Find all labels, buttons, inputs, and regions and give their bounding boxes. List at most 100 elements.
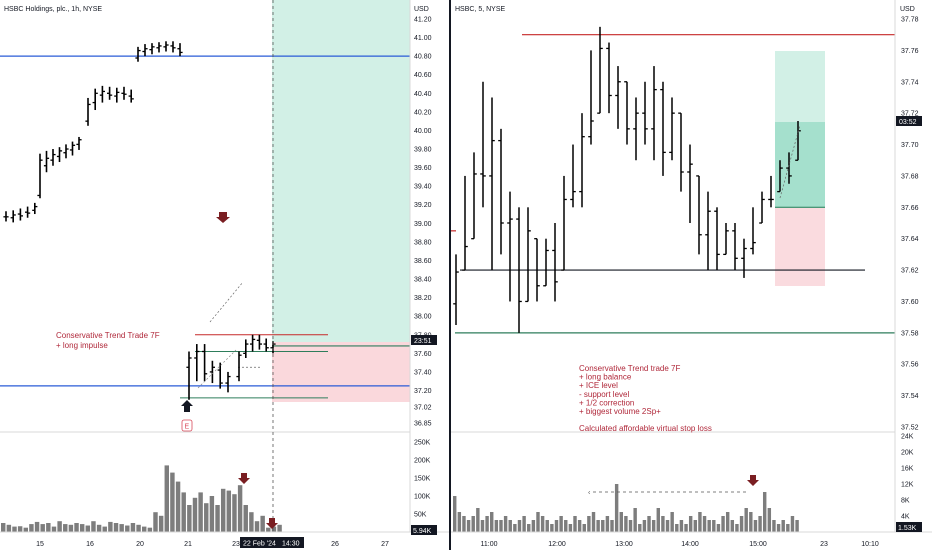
price-bar	[588, 50, 594, 145]
price-bar	[597, 26, 603, 114]
volume-bar	[679, 520, 684, 532]
left-time-axis[interactable]: 15 16 20 21 23 26 27	[36, 541, 389, 548]
volume-bar	[249, 512, 254, 532]
price-bar	[107, 86, 113, 100]
price-bar	[498, 128, 504, 255]
volume-bar	[499, 520, 503, 532]
volume-bar	[147, 527, 153, 532]
volume-bar	[108, 521, 113, 532]
price-bar	[170, 41, 176, 53]
price-bar	[149, 43, 155, 55]
price-bar	[741, 238, 747, 278]
right-price-badge-text: 03:52	[899, 119, 917, 126]
right-price-tick: 37.52	[901, 425, 919, 432]
right-note-line: Calculated affordable virtual stop loss	[579, 424, 712, 433]
price-bar	[489, 97, 495, 271]
right-volume-axis: 24K 20K 16K 12K 8K 4K	[901, 434, 914, 521]
right-price-axis[interactable]: 37.78 37.76 37.74 37.72 37.70 37.68 37.66 37.64…	[901, 17, 919, 432]
right-time-axis[interactable]: 11:00 12:00 13:00 14:00 15:00 23 10:10	[481, 541, 879, 548]
right-chart-panel[interactable]: HSBC, 5, NYSE USD 37.7837.7637.7437.7237…	[451, 0, 932, 548]
volume-bar	[716, 524, 721, 532]
volume-bar	[638, 524, 642, 532]
volume-bar	[795, 520, 799, 532]
volume-bar	[34, 521, 40, 532]
right-note-line: Conservative Trend trade 7F	[579, 364, 680, 373]
volume-bar	[762, 492, 767, 532]
price-bar	[177, 43, 183, 57]
right-currency-label: USD	[900, 6, 915, 13]
price-bar	[543, 238, 549, 287]
earnings-marker[interactable]: E	[181, 419, 193, 432]
volume-bar	[786, 524, 790, 532]
price-bar	[156, 42, 162, 53]
volume-bar	[633, 508, 637, 532]
volume-bar	[781, 520, 785, 532]
price-bar	[135, 46, 141, 62]
price-bar	[534, 238, 540, 302]
black-up-arrow-icon	[181, 400, 193, 412]
price-bar	[516, 207, 522, 333]
right-note-block: Conservative Trend trade 7F+ long balanc…	[579, 364, 712, 433]
left-volume-tick: 250K	[414, 440, 431, 447]
price-bar	[217, 362, 223, 389]
earnings-marker-label: E	[185, 424, 190, 431]
left-volume-bars	[1, 465, 282, 532]
correction-dashed-line	[197, 349, 237, 389]
volume-bar	[744, 508, 748, 532]
price-bar	[660, 81, 666, 176]
left-price-tick: 39.20	[414, 202, 432, 209]
volume-bar	[6, 524, 12, 532]
volume-bar	[675, 524, 679, 532]
right-price-tick: 37.62	[901, 268, 919, 275]
left-time-tick: 15	[36, 541, 44, 548]
right-volume-badge-text: 1.53K	[898, 525, 917, 532]
volume-bar	[647, 516, 651, 532]
volume-bar	[554, 520, 559, 532]
left-stop-zone	[272, 342, 410, 402]
price-bar	[669, 97, 675, 161]
left-chart-panel[interactable]: HSBC Holdings, plc., 1h, NYSE USD 41.20 4…	[0, 0, 450, 550]
volume-bar	[494, 520, 499, 532]
volume-bar	[142, 526, 147, 532]
price-bar	[225, 371, 231, 393]
volume-bar	[702, 516, 707, 532]
price-bar	[3, 211, 9, 222]
volume-bar	[531, 520, 536, 532]
price-bar	[633, 97, 639, 161]
volume-bar	[619, 512, 623, 532]
volume-bar	[517, 520, 522, 532]
volume-bar	[545, 520, 549, 532]
price-bar	[92, 88, 98, 111]
volume-bar	[610, 520, 614, 532]
right-price-tick: 37.76	[901, 48, 919, 55]
volume-bar	[119, 524, 124, 532]
price-bar	[85, 97, 91, 126]
right-price-tick: 37.72	[901, 111, 919, 118]
volume-bar	[113, 523, 119, 532]
left-price-badge-text: 23:51	[414, 338, 432, 345]
volume-bar	[260, 515, 265, 532]
right-note-line: + 1/2 correction	[579, 398, 634, 407]
price-bar	[99, 85, 105, 103]
volume-bar	[209, 496, 215, 532]
price-bar	[507, 191, 513, 302]
price-bar	[552, 223, 558, 302]
panel-divider[interactable]	[449, 0, 451, 550]
left-volume-tick: 200K	[414, 458, 431, 465]
price-bar	[723, 223, 729, 256]
left-price-tick: 40.60	[414, 72, 432, 79]
volume-bar	[175, 481, 181, 532]
volume-bar	[670, 512, 674, 532]
left-price-tick: 39.00	[414, 221, 432, 228]
price-bar	[236, 351, 242, 382]
price-bar	[777, 160, 783, 193]
price-bar	[525, 207, 531, 303]
volume-bar	[91, 521, 96, 532]
volume-bar	[215, 505, 220, 532]
right-note-line: + biggest volume 2Sp+	[579, 407, 661, 416]
right-level-lines	[451, 34, 895, 334]
left-price-tick: 40.00	[414, 128, 432, 135]
left-price-tick: 37.20	[414, 388, 432, 395]
right-volume-tick: 4K	[901, 514, 910, 521]
left-volume-badge-text: 5.94K	[413, 528, 432, 535]
